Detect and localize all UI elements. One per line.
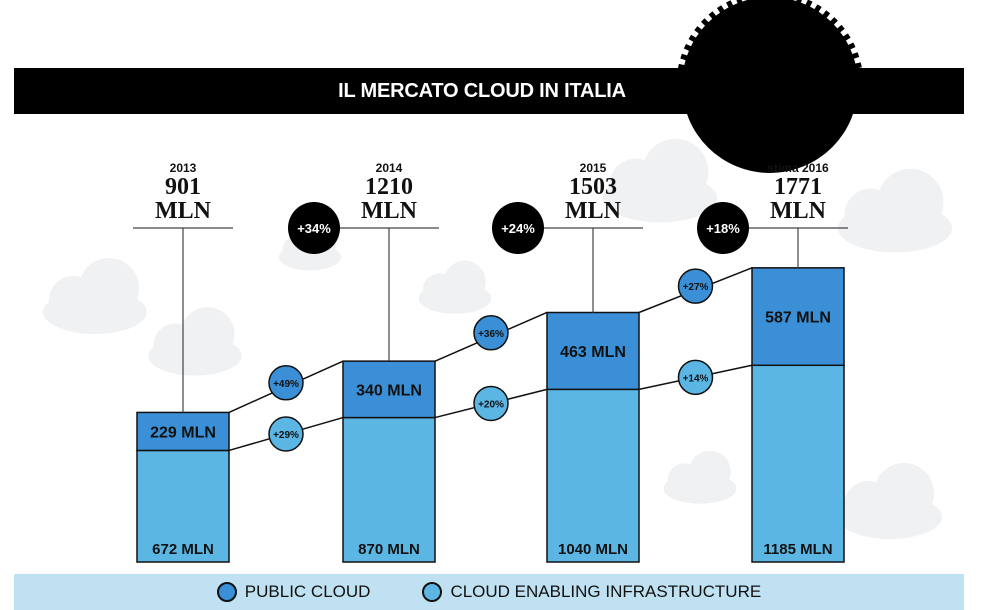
legend-label-public-cloud: PUBLIC CLOUD [244, 582, 371, 601]
bar-public-cloud [751, 267, 845, 367]
category-label: 2015 [580, 161, 607, 175]
growth-badge-infrastructure-label: +20% [478, 399, 504, 410]
growth-badge-public-cloud-label: +36% [478, 329, 504, 340]
bar-infrastructure [751, 364, 845, 563]
growth-badge-total-label: +18% [706, 221, 740, 236]
total-value-label: 1503 [569, 174, 617, 200]
growth-badge-total-label: +24% [501, 221, 535, 236]
legend-item-public-cloud: PUBLIC CLOUD [216, 582, 371, 602]
growth-badge-infrastructure [268, 416, 304, 452]
data-label-infrastructure: 672 MLN [152, 541, 214, 558]
data-label-public-cloud: 229 MLN [150, 424, 216, 441]
growth-badge-total-label: +34% [297, 221, 331, 236]
data-label-public-cloud: 587 MLN [765, 310, 831, 327]
total-value-label: 901 [165, 174, 201, 200]
growth-badge-public-cloud [268, 365, 304, 401]
legend-swatch-infrastructure [422, 582, 443, 602]
growth-badge-public-cloud-label: +27% [683, 282, 709, 293]
cloud-shape [838, 463, 942, 539]
bar-infrastructure [546, 388, 640, 563]
data-label-infrastructure: 1185 MLN [763, 541, 832, 558]
legend-swatch-public-cloud [216, 582, 237, 602]
bar-infrastructure [342, 416, 436, 563]
total-unit-label: MLN [565, 198, 622, 224]
growth-badge-total [288, 202, 340, 254]
total-value-label: 1210 [365, 174, 413, 200]
growth-badge-public-cloud [677, 268, 714, 304]
cloud-shape [43, 258, 147, 334]
growth-badge-total [492, 202, 544, 254]
growth-badge-infrastructure [677, 359, 714, 396]
total-unit-label: MLN [155, 198, 212, 224]
data-label-public-cloud: 463 MLN [560, 344, 626, 361]
data-label-public-cloud: 340 MLN [356, 382, 422, 399]
bar-public-cloud [136, 411, 230, 452]
cloud-shape [602, 138, 718, 223]
data-label-infrastructure: 1040 MLN [558, 541, 628, 558]
cloud-shape [837, 168, 953, 253]
total-value-label: 1771 [774, 174, 822, 200]
growth-badge-public-cloud-label: +49% [273, 379, 299, 390]
total-unit-label: MLN [770, 198, 827, 224]
cloud-shape [418, 260, 492, 314]
legend-label-infrastructure: CLOUD ENABLING INFRASTRUCTURE [450, 582, 762, 601]
growth-badge-infrastructure-label: +29% [273, 430, 299, 441]
title-bar: IL MERCATO CLOUD IN ITALIA [14, 68, 964, 114]
legend-item-infrastructure: CLOUD ENABLING INFRASTRUCTURE [422, 582, 761, 602]
growth-badge-infrastructure [473, 385, 509, 422]
bar-public-cloud [546, 311, 640, 391]
growth-badge-infrastructure-label: +14% [683, 373, 709, 384]
category-label: 2013 [170, 161, 197, 175]
growth-badge-total [697, 202, 749, 254]
cloud-shape [663, 450, 737, 504]
data-label-infrastructure: 870 MLN [358, 541, 420, 558]
cloud-shape [148, 307, 242, 376]
bar-public-cloud [342, 360, 436, 419]
chart-title: IL MERCATO CLOUD IN ITALIA [338, 79, 626, 102]
growth-badge-public-cloud [473, 315, 509, 351]
total-unit-label: MLN [361, 198, 418, 224]
legend: PUBLIC CLOUD CLOUD ENABLING INFRASTRUCTU… [14, 574, 964, 610]
category-label: 2014 [376, 161, 403, 175]
category-label: stima 2016 [767, 161, 829, 175]
bar-infrastructure [136, 449, 230, 563]
